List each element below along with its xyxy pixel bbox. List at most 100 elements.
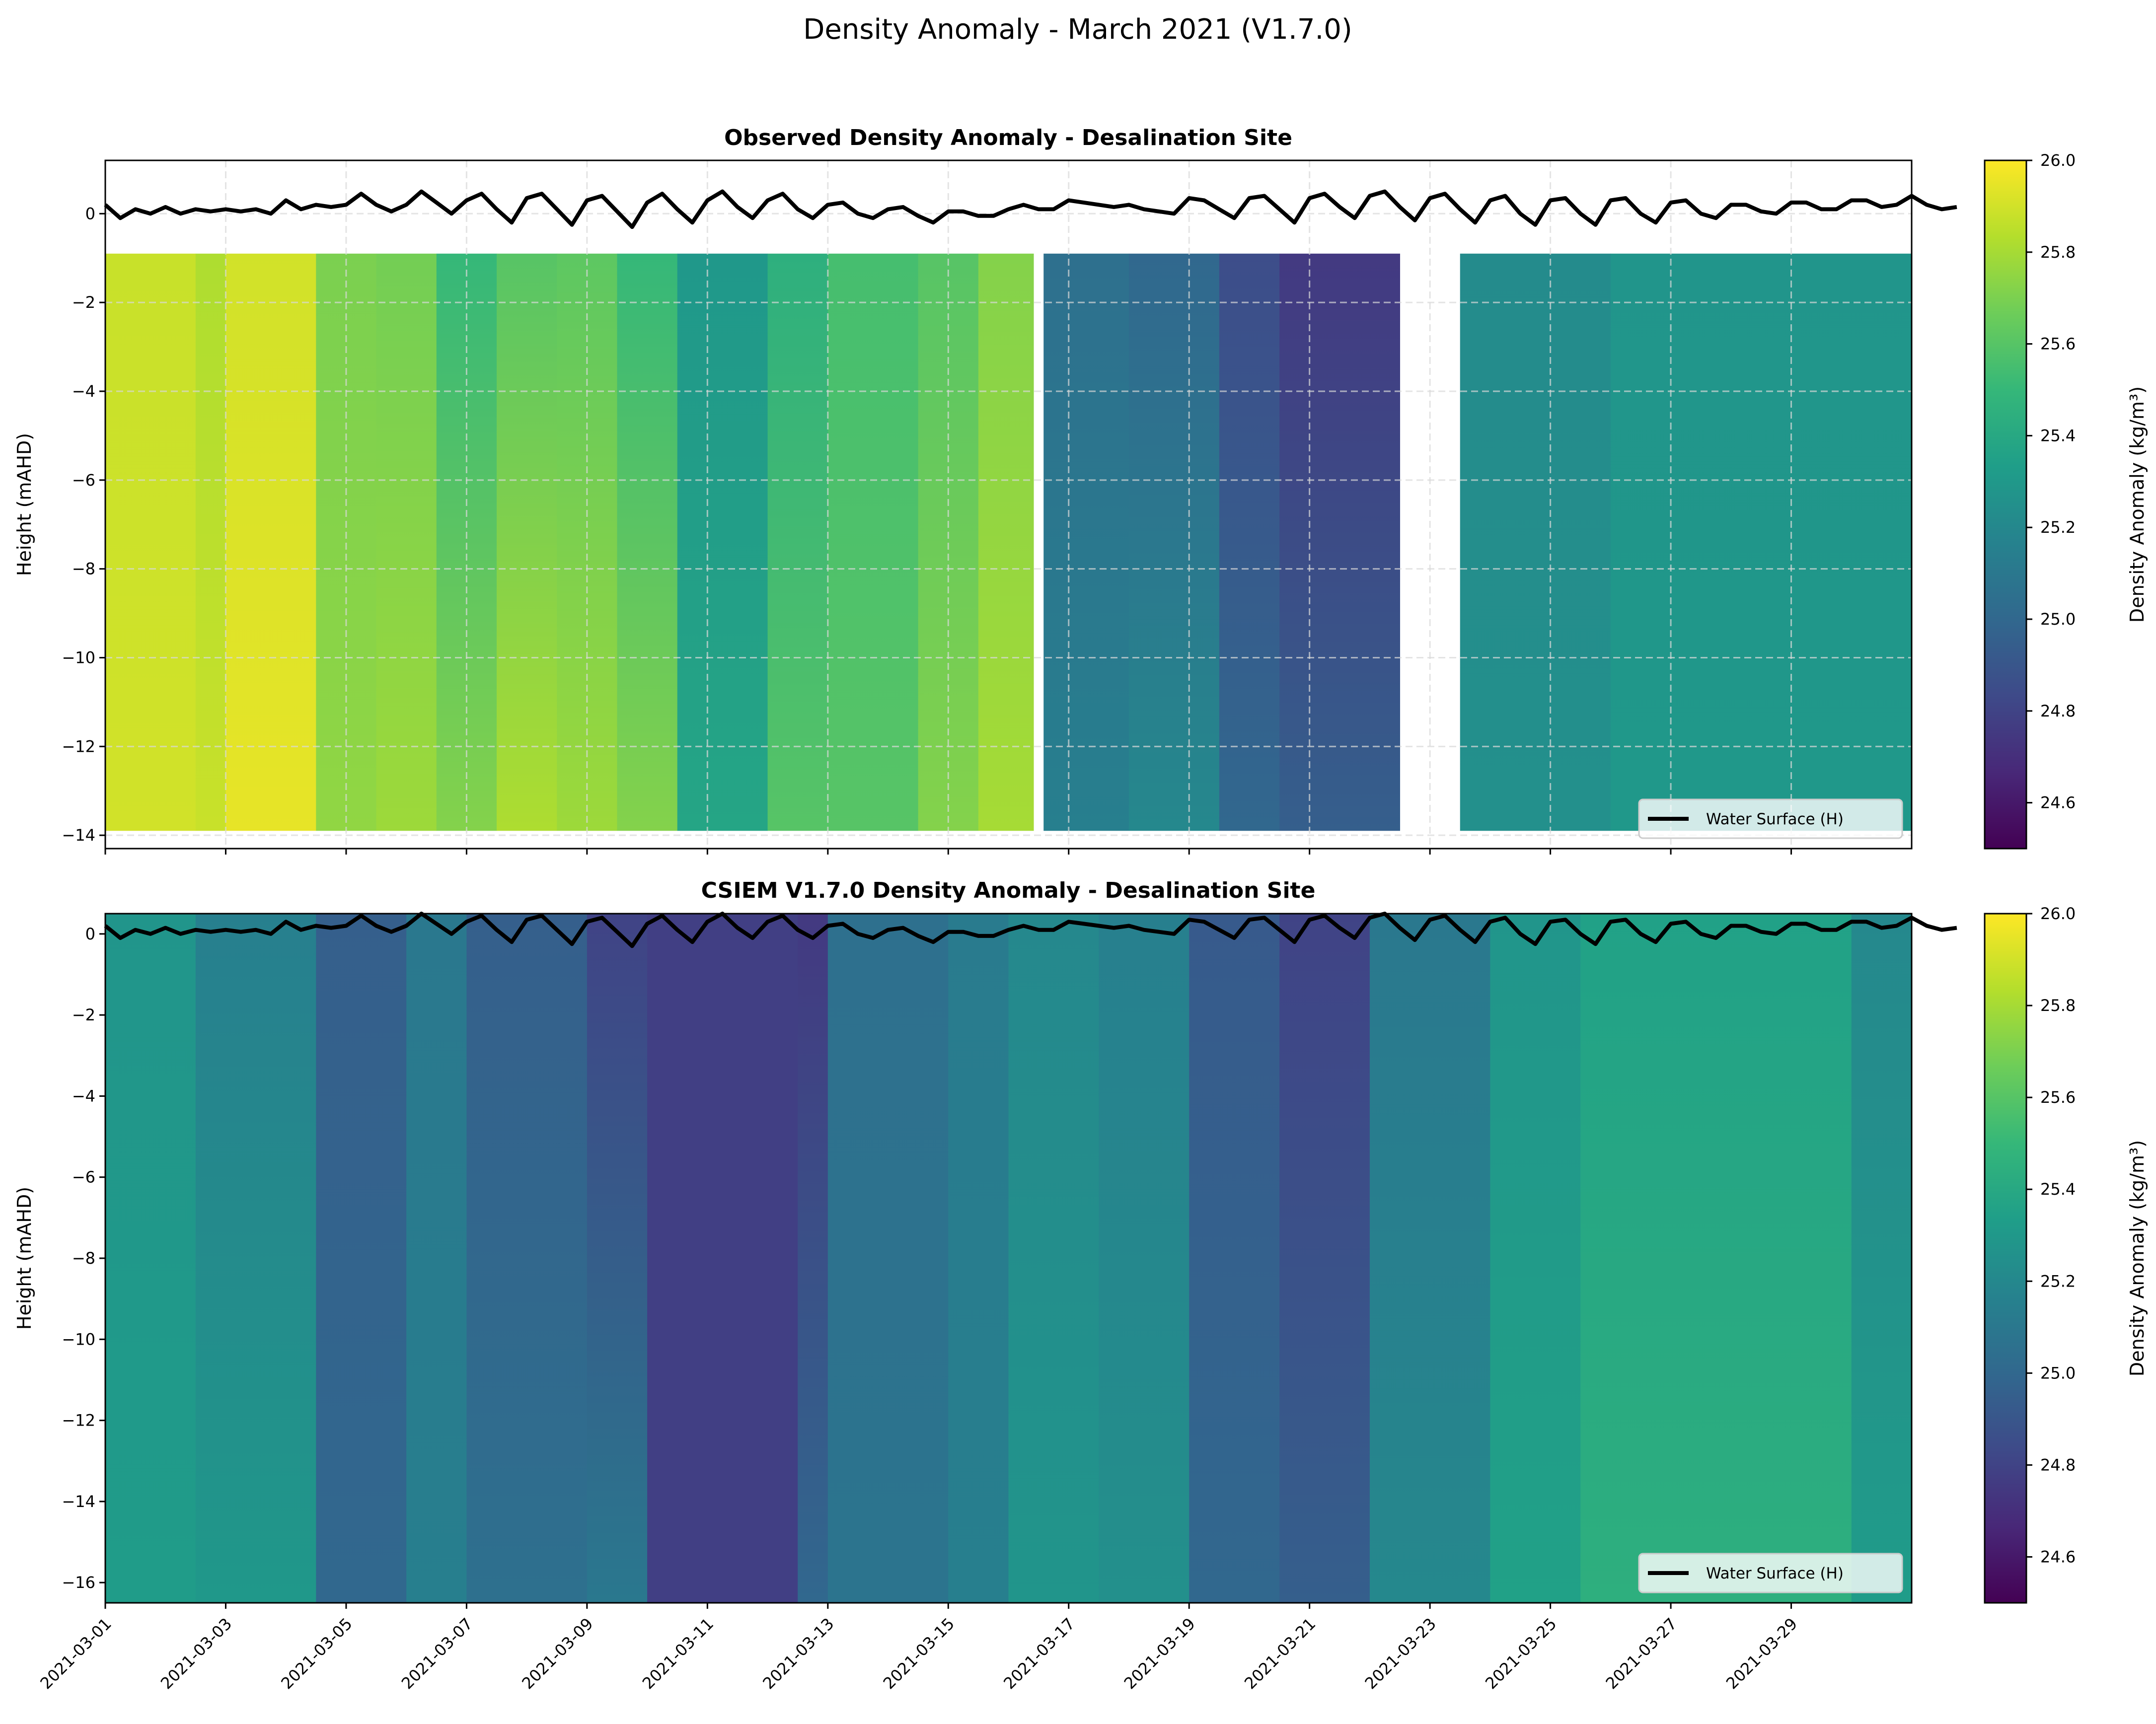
heatmap-cell bbox=[466, 914, 588, 1603]
heatmap-cell bbox=[617, 253, 678, 831]
y-tick-label: 0 bbox=[85, 925, 95, 943]
x-tick-label: 2021-03-29 bbox=[1722, 1614, 1801, 1693]
y-tick-label: −2 bbox=[72, 1006, 95, 1024]
colorbar-tick-label: 25.0 bbox=[2040, 1364, 2076, 1382]
water-surface-line bbox=[104, 189, 1957, 229]
heatmap-cell bbox=[1279, 914, 1370, 1603]
model-colorbar-label: Density Anomaly (kg/m³) bbox=[2126, 1140, 2148, 1376]
model-panel-title: CSIEM V1.7.0 Density Anomaly - Desalinat… bbox=[701, 878, 1316, 903]
y-tick-label: −10 bbox=[62, 1330, 95, 1349]
y-tick-label: −8 bbox=[72, 560, 95, 578]
colorbar bbox=[1984, 159, 2027, 850]
x-tick-label: 2021-03-17 bbox=[1000, 1614, 1078, 1693]
observed-panel: 0 −2 −4 −6 −8 −10 −12 −14 26.0 25.8 25.6 25.4 25.2 25… bbox=[62, 151, 2076, 855]
heatmap-cell bbox=[1851, 914, 1912, 1603]
heatmap-cell bbox=[1610, 253, 1912, 831]
heatmap-cell bbox=[647, 914, 798, 1603]
heatmap-cell bbox=[1460, 253, 1611, 831]
y-tick-label: −14 bbox=[62, 826, 95, 845]
figure-suptitle: Density Anomaly - March 2021 (V1.7.0) bbox=[803, 13, 1352, 46]
x-tick-label: 2021-03-13 bbox=[759, 1614, 837, 1693]
colorbar-tick-label: 25.6 bbox=[2040, 1088, 2076, 1107]
heatmap-cell bbox=[677, 253, 768, 831]
heatmap-cell bbox=[1369, 914, 1490, 1603]
heatmap-cell bbox=[1128, 253, 1220, 831]
colorbar-tick-label: 26.0 bbox=[2040, 151, 2076, 170]
y-tick-label: −14 bbox=[62, 1492, 95, 1511]
colorbar-tick-label: 25.6 bbox=[2040, 335, 2076, 354]
colorbar-tick-label: 25.2 bbox=[2040, 518, 2076, 537]
heatmap-cell bbox=[587, 914, 648, 1603]
heatmap-cell bbox=[1189, 914, 1280, 1603]
y-tick-label: −8 bbox=[72, 1249, 95, 1268]
x-tick-label: 2021-03-01 bbox=[36, 1614, 115, 1693]
heatmap-cell bbox=[195, 914, 316, 1603]
y-tick-label: −10 bbox=[62, 648, 95, 667]
colorbar-tick-label: 25.4 bbox=[2040, 1180, 2076, 1199]
legend-label: Water Surface (H) bbox=[1706, 1565, 1844, 1582]
axes-frame bbox=[104, 159, 1913, 850]
y-tick-label: −12 bbox=[62, 1411, 95, 1430]
colorbar-tick-label: 25.8 bbox=[2040, 996, 2076, 1015]
x-tick-label: 2021-03-11 bbox=[639, 1614, 717, 1693]
heatmap-cell bbox=[406, 914, 467, 1603]
heatmap-cell bbox=[105, 253, 196, 831]
y-tick-label: −6 bbox=[72, 1168, 95, 1187]
heatmap-cell bbox=[978, 253, 1034, 831]
heatmap-cell bbox=[1008, 914, 1099, 1603]
water-surface-line bbox=[104, 912, 1957, 948]
y-tick-label: −4 bbox=[72, 1086, 95, 1105]
observed-legend: Water Surface (H) bbox=[1638, 798, 1903, 839]
y-tick-label: −12 bbox=[62, 737, 95, 756]
x-tick-label: 2021-03-25 bbox=[1482, 1614, 1560, 1693]
x-tick-label: 2021-03-05 bbox=[277, 1614, 356, 1693]
legend-box bbox=[1638, 798, 1903, 839]
heatmap-cell bbox=[105, 914, 196, 1603]
y-tick-label: −6 bbox=[72, 471, 95, 490]
model-panel: 0 −2 −4 −6 −8 −10 −12 −14 −16 2021-03-01 2021-03-0… bbox=[36, 904, 2076, 1693]
x-tick-label: 2021-03-09 bbox=[518, 1614, 596, 1693]
heatmap-cell bbox=[1490, 914, 1581, 1603]
heatmap-cell bbox=[1043, 253, 1129, 831]
heatmap-cell bbox=[316, 914, 407, 1603]
colorbar-tick-label: 24.8 bbox=[2040, 1455, 2076, 1474]
heatmap-cell bbox=[1580, 914, 1852, 1603]
colorbar-tick-label: 25.0 bbox=[2040, 610, 2076, 629]
x-tick-label: 2021-03-03 bbox=[157, 1614, 235, 1693]
colorbar-tick-label: 26.0 bbox=[2040, 904, 2076, 923]
y-tick-label: −4 bbox=[72, 382, 95, 401]
legend-box bbox=[1638, 1553, 1903, 1593]
x-tick-label: 2021-03-07 bbox=[398, 1614, 476, 1693]
colorbar-tick-label: 24.6 bbox=[2040, 1547, 2076, 1566]
y-tick-label: −2 bbox=[72, 293, 95, 312]
legend-label: Water Surface (H) bbox=[1706, 810, 1844, 828]
colorbar-tick-label: 25.4 bbox=[2040, 426, 2076, 445]
colorbar-tick-label: 24.6 bbox=[2040, 793, 2076, 812]
colorbar bbox=[1984, 913, 2027, 1604]
heatmap-cell bbox=[1099, 914, 1190, 1603]
observed-colorbar-label: Density Anomaly (kg/m³) bbox=[2126, 386, 2148, 623]
model-legend: Water Surface (H) bbox=[1638, 1553, 1903, 1593]
heatmap-cell bbox=[1279, 253, 1401, 831]
y-tick-label: −16 bbox=[62, 1573, 95, 1592]
colorbar-tick-label: 25.2 bbox=[2040, 1272, 2076, 1291]
colorbar-tick-label: 25.8 bbox=[2040, 243, 2076, 262]
heatmap-cell bbox=[827, 253, 919, 831]
x-tick-label: 2021-03-23 bbox=[1361, 1614, 1440, 1693]
observed-panel-title: Observed Density Anomaly - Desalination … bbox=[724, 125, 1292, 150]
x-tick-label: 2021-03-27 bbox=[1602, 1614, 1680, 1693]
heatmap-cell bbox=[225, 253, 316, 831]
colorbar-tick-label: 24.8 bbox=[2040, 702, 2076, 720]
x-tick-label: 2021-03-19 bbox=[1120, 1614, 1199, 1693]
heatmap-cell bbox=[767, 253, 828, 831]
model-y-axis-label: Height (mAHD) bbox=[13, 1187, 35, 1330]
heatmap-cell bbox=[1219, 253, 1280, 831]
x-tick-label: 2021-03-15 bbox=[880, 1614, 958, 1693]
heatmap-cell bbox=[195, 253, 226, 831]
heatmap-cell bbox=[798, 914, 828, 1603]
observed-y-axis-label: Height (mAHD) bbox=[13, 433, 35, 576]
x-tick-label: 2021-03-21 bbox=[1241, 1614, 1319, 1693]
heatmap-cell bbox=[827, 914, 949, 1603]
heatmap-cell bbox=[948, 914, 1009, 1603]
